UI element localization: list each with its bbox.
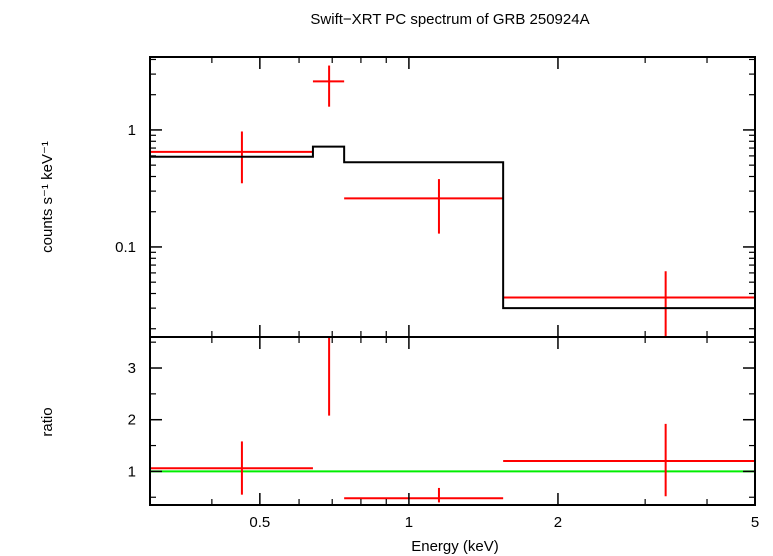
ratio-y-tick-label: 3 [128, 360, 136, 377]
ratio-data-point [150, 441, 313, 495]
spectrum-model-line [150, 145, 755, 310]
chart-title: Swift−XRT PC spectrum of GRB 250924A [310, 11, 589, 28]
ratio-data-point [312, 337, 345, 416]
spectrum-panel: 0.11 [115, 56, 756, 338]
x-tick-label: 2 [554, 514, 562, 531]
spectrum-y-tick-label: 1 [128, 122, 136, 139]
ratio-data-point [503, 423, 755, 497]
ratio-y-tick-label: 1 [128, 463, 136, 480]
x-tick-label: 5 [751, 514, 759, 531]
x-tick-label: 0.5 [249, 514, 270, 531]
spectrum-y-axis-label: counts s⁻¹ keV⁻¹ [39, 141, 56, 253]
ratio-y-axis-label: ratio [39, 407, 56, 436]
spectrum-data-point [312, 65, 345, 107]
spectrum-y-tick-label: 0.1 [115, 239, 136, 256]
spectrum-data-point [344, 179, 504, 234]
ratio-frame [149, 336, 756, 506]
spectrum-frame [149, 56, 756, 338]
ratio-data-point [344, 487, 504, 503]
spectrum-plot-area [150, 65, 755, 337]
ratio-plot-area [150, 337, 755, 503]
x-tick-label: 1 [405, 514, 413, 531]
ratio-y-tick-label: 2 [128, 412, 136, 429]
x-axis-label: Energy (keV) [411, 538, 499, 555]
ratio-panel: 0.5 1 2 5 1 2 3 [128, 336, 759, 531]
spectrum-data-point [503, 271, 755, 337]
